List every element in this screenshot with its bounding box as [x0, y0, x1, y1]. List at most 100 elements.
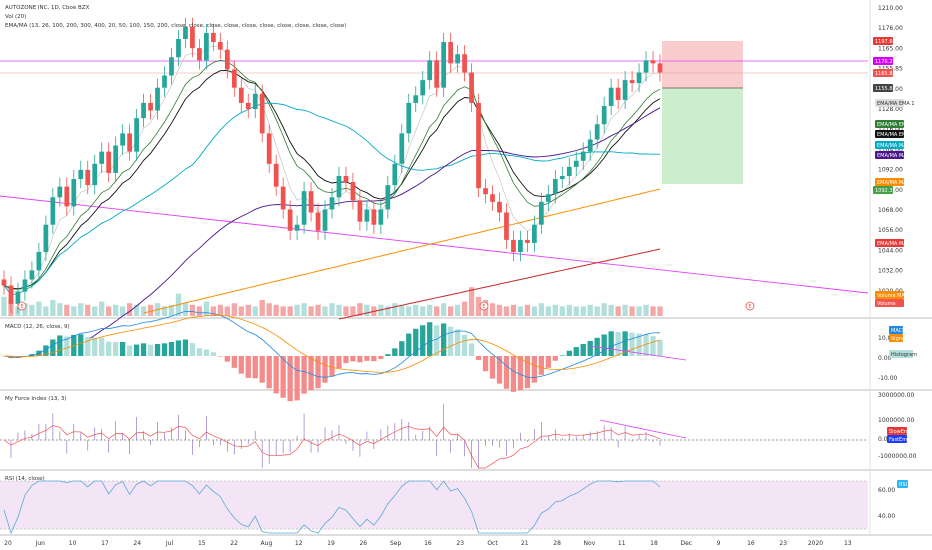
macd-histogram-bar [119, 342, 126, 356]
axis-tag-label: EMA/MA MA 4 [877, 180, 911, 186]
macd-histogram-bar [350, 356, 356, 362]
macd-histogram-bar [650, 336, 656, 356]
volume-bar [168, 304, 175, 316]
axis-tag-bg [875, 130, 904, 138]
volume-bar [636, 306, 642, 316]
volume-bar [217, 304, 223, 316]
volume-bar [468, 287, 475, 316]
macd-histogram-bar [224, 356, 230, 362]
volume-bar [650, 306, 656, 316]
candle-body [259, 93, 265, 134]
candle-body [643, 60, 649, 73]
candle-body [106, 151, 112, 173]
axis-tag-label: FastEma [889, 437, 910, 443]
price-tick-label: 1044.00 [878, 247, 903, 254]
time-tick-label: 22 [230, 540, 238, 547]
force-trendline [599, 419, 687, 439]
time-axis[interactable]: 20 Jun 10 17 24 Jul 15 22 Aug 12 19 26 Sep 16 23 Oct 21 2… [4, 540, 852, 547]
volume-bar [559, 306, 565, 316]
volume-bar [343, 306, 349, 316]
macd-histogram-bar [566, 350, 572, 356]
time-tick-label: 23 [779, 540, 787, 547]
volume-bar [587, 304, 593, 316]
volume-bar [161, 306, 168, 316]
candle-body [71, 179, 77, 207]
macd-histogram-bar [657, 339, 663, 356]
candle-body [266, 133, 272, 164]
macd-histogram-bar [287, 356, 293, 402]
position-risk-zone[interactable] [662, 41, 743, 88]
chart-title: AUTOZONE INC, 1D, Cboe BZX [5, 5, 90, 11]
candle-body [552, 179, 558, 195]
macd-tick-label: -10.00 [878, 375, 898, 382]
volume-bar [266, 303, 272, 316]
macd-histogram-bar [15, 356, 21, 358]
volume-bar [64, 304, 70, 316]
candle-body [273, 163, 279, 187]
candle-body [399, 133, 405, 164]
candlesticks [1, 17, 663, 313]
candle-body [15, 291, 21, 304]
macd-line [3, 310, 661, 379]
volume-bar [392, 303, 398, 316]
macd-histogram-bar [210, 352, 217, 356]
candle-body [120, 133, 126, 146]
earnings-marker[interactable]: E [17, 301, 27, 311]
volume-bar [315, 304, 321, 316]
price-axis[interactable]: 1210.001176.001165.001155.851140.001128.… [878, 5, 903, 295]
force-legend: My Force Index (13, 3) [5, 396, 67, 402]
volume-bar [280, 306, 286, 316]
earnings-marker[interactable]: E [745, 301, 755, 311]
volume-bar [71, 306, 77, 316]
volume-bar [657, 306, 663, 316]
candle-body [538, 201, 544, 225]
macd-histogram-bar [643, 334, 649, 356]
axis-tag-label: EMA/MA EMA 3 [877, 122, 915, 128]
price-tick-label: 1032.00 [878, 268, 903, 275]
earnings-marker[interactable]: E [479, 301, 489, 311]
axis-tag-label: 1155.85 [875, 86, 896, 92]
volume-bar [231, 303, 237, 316]
axis-tag-bg [873, 57, 893, 65]
candle-body [364, 209, 370, 222]
candle-body [601, 105, 607, 125]
rsi-legend: RSI (14, close) [5, 476, 45, 482]
volume-bar [531, 306, 538, 316]
macd-histogram-bar [587, 340, 593, 356]
rsi-line [3, 480, 661, 535]
candle-body [657, 63, 663, 73]
candle-body [22, 279, 28, 292]
price-tick-label: 1210.00 [878, 5, 903, 12]
macd-histogram-bar [517, 356, 524, 391]
time-tick-label: 16 [424, 540, 432, 547]
macd-histogram-bar [322, 356, 328, 383]
candle-body [511, 239, 516, 253]
axis-tag-bg [889, 326, 903, 334]
axis-tag-bg [897, 480, 908, 488]
candle-body [350, 182, 356, 201]
candle-body [462, 54, 467, 73]
candle-body [392, 163, 398, 186]
candle-body [636, 72, 642, 84]
macd-histogram-bar [196, 348, 203, 356]
trendline-descending[interactable] [0, 195, 869, 294]
axis-tag-bg [875, 99, 904, 107]
candle-body [385, 185, 391, 210]
candle-body [50, 197, 56, 225]
candle-body [566, 166, 572, 176]
position-reward-zone[interactable] [662, 88, 743, 184]
force-tick-label: 0.00 [878, 436, 892, 443]
candle-body [148, 102, 153, 111]
volume-bar [92, 306, 98, 316]
candle-body [545, 194, 551, 202]
macd-histogram-bar [43, 345, 49, 356]
macd-tick-label: 10.00 [878, 335, 895, 342]
candle-body [190, 26, 195, 49]
candle-body [92, 163, 98, 186]
candle-body [518, 239, 523, 253]
force-tick-label: -1000000.00 [878, 453, 917, 460]
time-tick-label: Jul [165, 540, 174, 547]
candle-body [36, 252, 42, 271]
volume-bar [50, 300, 56, 316]
